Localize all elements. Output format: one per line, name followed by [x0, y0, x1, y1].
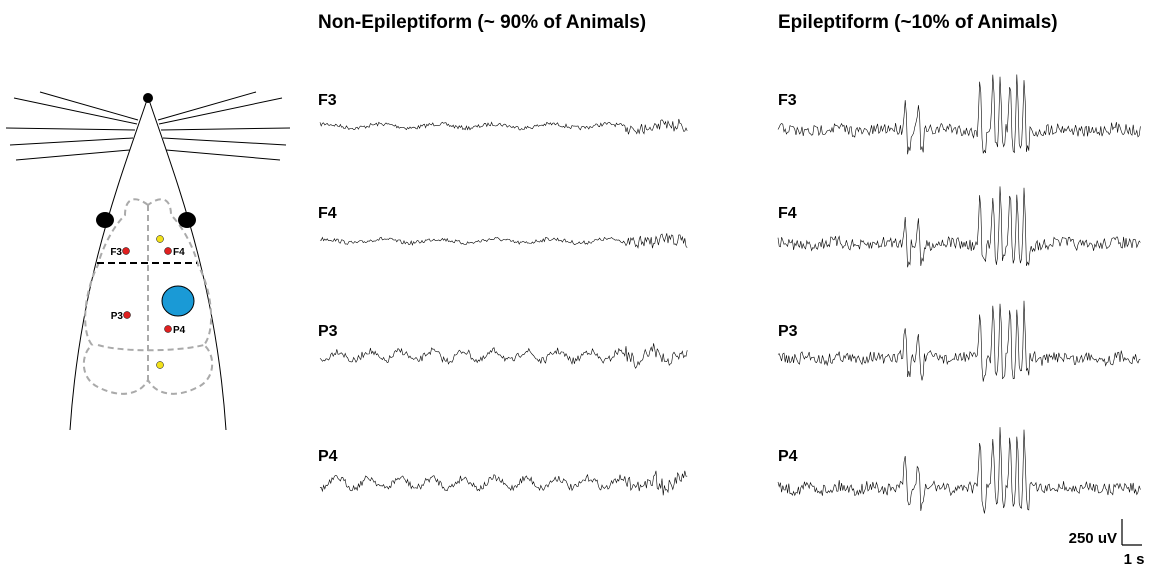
channel-label: F3 [778, 92, 797, 109]
channel-label: F3 [318, 92, 337, 109]
lesion [162, 286, 194, 316]
channel-label: P3 [318, 323, 338, 340]
ground-electrode [157, 362, 164, 369]
nose [143, 93, 153, 103]
channel-label: F4 [318, 205, 337, 222]
scale-bar [1122, 519, 1142, 545]
electrode [165, 248, 172, 255]
figure: F3 F4 P3 P4 Non-Epileptiform (~ 90% of A… [0, 0, 1153, 571]
electrode [124, 312, 131, 319]
eeg-trace [320, 471, 687, 496]
panel-title: Epileptiform (~10% of Animals) [778, 12, 1058, 33]
panel-title: Non-Epileptiform (~ 90% of Animals) [318, 12, 646, 33]
eeg-trace [778, 427, 1140, 513]
eeg-trace [778, 75, 1140, 155]
electrode [123, 248, 130, 255]
amplitude-scale: 250 uV [1069, 530, 1117, 547]
channel-label: P4 [318, 448, 338, 465]
eeg-trace [320, 233, 687, 248]
mouse-diagram [6, 92, 290, 430]
electrode-label: F4 [173, 247, 185, 258]
channel-label: P4 [778, 448, 798, 465]
time-scale: 1 s [1124, 551, 1145, 568]
channel-label: F4 [778, 205, 797, 222]
eye [96, 212, 114, 228]
eeg-trace [320, 343, 687, 368]
electrode-label: P3 [111, 311, 124, 322]
eye [178, 212, 196, 228]
channel-label: P3 [778, 323, 798, 340]
reference-electrode [157, 236, 164, 243]
electrode-label: F3 [110, 247, 122, 258]
electrode [165, 326, 172, 333]
eeg-trace [320, 119, 687, 134]
electrode-label: P4 [173, 325, 186, 336]
eeg-trace [778, 186, 1140, 267]
eeg-trace [778, 301, 1140, 382]
